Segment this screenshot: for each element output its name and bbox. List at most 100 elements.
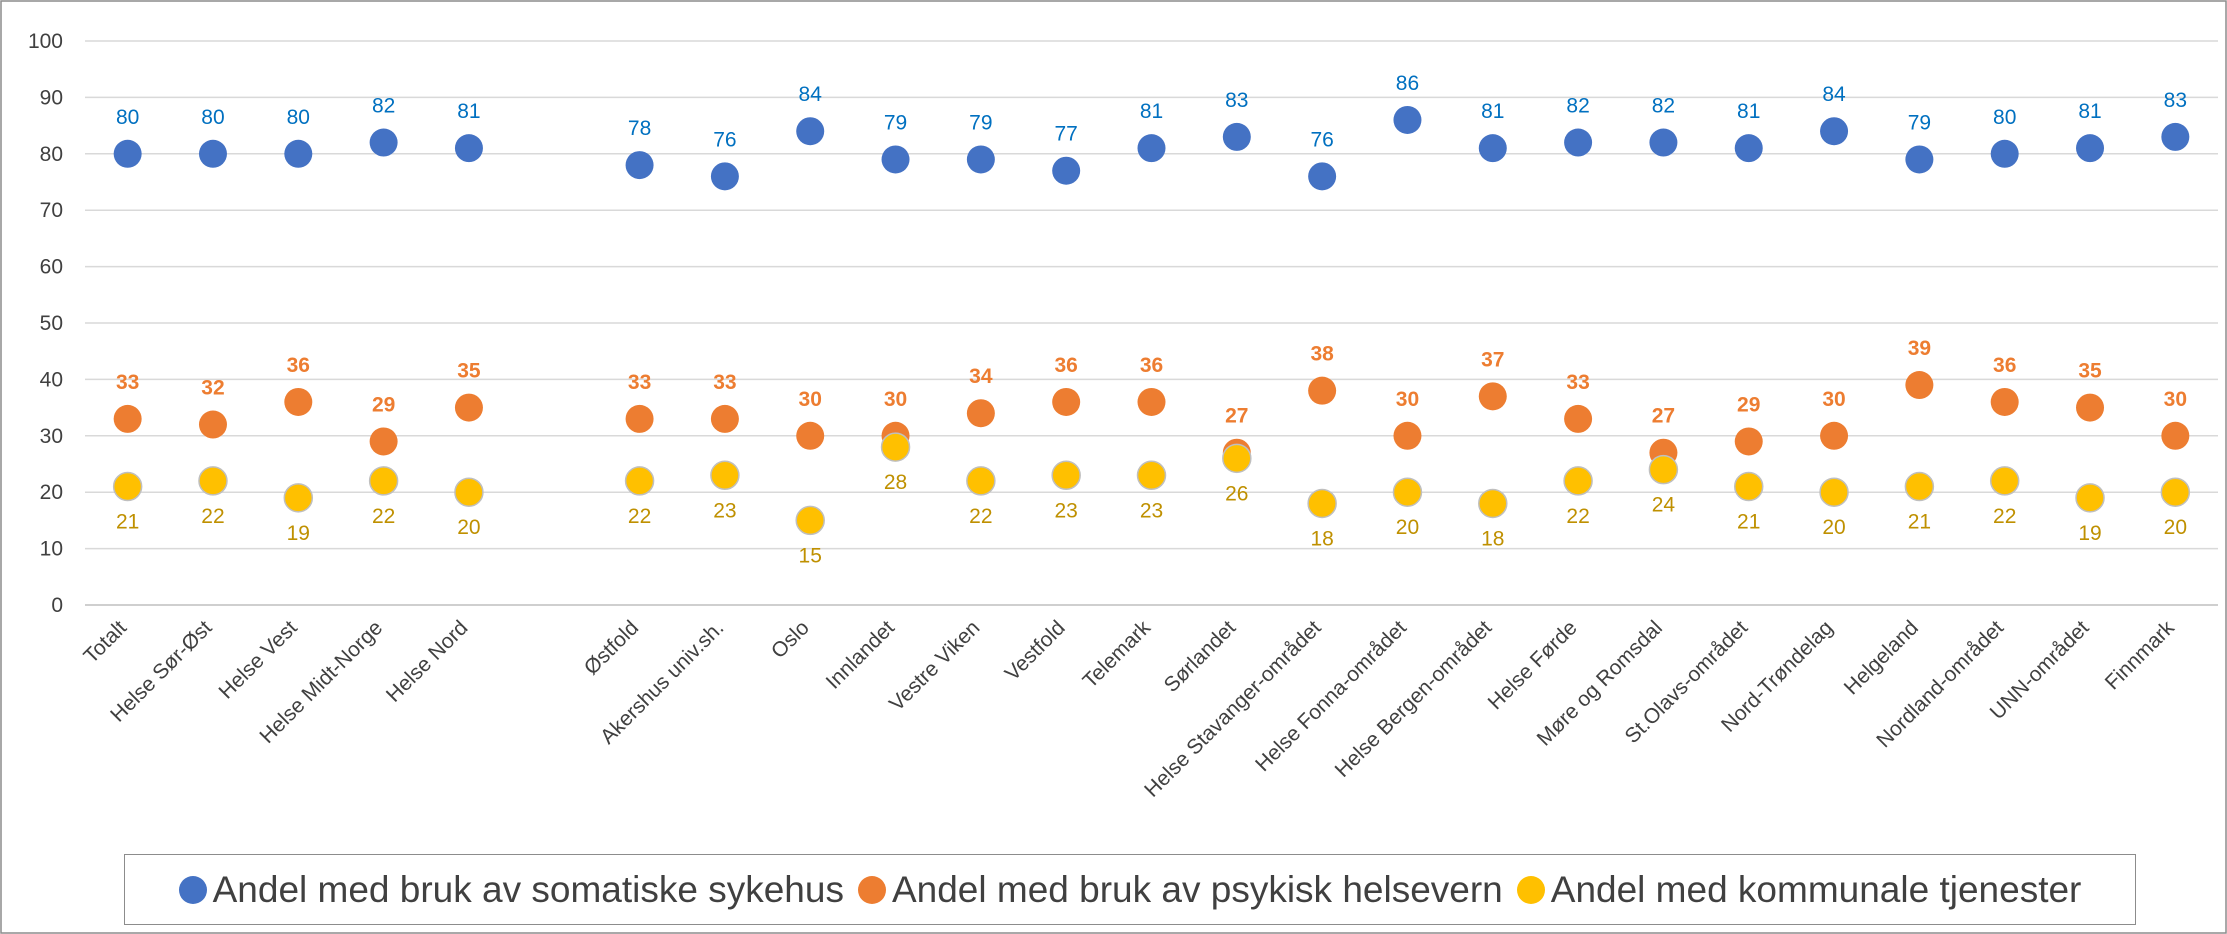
data-label: 80 (1993, 106, 2016, 129)
legend: Andel med bruk av somatiske sykehus Andel… (124, 854, 2136, 925)
marker (1734, 427, 1763, 456)
x-tick-label: Helse Vest (215, 616, 302, 703)
data-label: 21 (116, 511, 139, 534)
data-label: 23 (1140, 499, 1163, 522)
marker (1820, 117, 1849, 146)
data-label: 83 (1225, 89, 1248, 112)
data-label: 35 (457, 360, 481, 383)
data-label: 81 (1737, 100, 1760, 123)
data-label: 76 (1310, 128, 1333, 151)
y-tick-label: 90 (40, 86, 63, 109)
marker (1478, 488, 1508, 519)
data-label: 29 (1737, 393, 1760, 416)
marker (368, 466, 399, 496)
marker (112, 471, 143, 502)
legend-item: Andel med bruk av somatiske sykehus (178, 868, 844, 911)
marker (369, 128, 398, 157)
marker (1478, 134, 1507, 163)
data-label: 33 (1566, 371, 1589, 394)
marker (966, 399, 995, 428)
legend-label: Andel med bruk av psykisk helsevern (891, 868, 1503, 910)
legend-label: Andel med bruk av somatiske sykehus (212, 868, 844, 910)
marker (2161, 421, 2190, 450)
data-label: 82 (1566, 95, 1589, 118)
data-label: 34 (969, 365, 993, 388)
y-tick-label: 10 (40, 538, 63, 561)
data-label: 78 (628, 117, 651, 140)
data-label: 76 (713, 128, 736, 151)
data-label: 28 (884, 471, 907, 494)
data-label: 36 (287, 354, 310, 377)
marker (1052, 387, 1081, 416)
x-tick-label: Helse Fonna-området (1251, 616, 1411, 776)
data-label: 22 (1993, 505, 2016, 528)
data-label: 82 (372, 95, 395, 118)
data-label: 81 (2078, 100, 2101, 123)
marker (284, 387, 313, 416)
data-label: 36 (1055, 354, 1078, 377)
data-label: 22 (969, 505, 992, 528)
data-label: 21 (1737, 511, 1760, 534)
data-label: 19 (2078, 522, 2101, 545)
marker (710, 162, 739, 191)
x-tick-label: Vestre Viken (885, 616, 984, 715)
data-label: 19 (287, 522, 310, 545)
marker (198, 466, 228, 496)
marker (1478, 382, 1507, 411)
data-label: 15 (799, 544, 822, 567)
x-tick-label: Totalt (79, 616, 131, 668)
x-tick-label: Helgeland (1840, 616, 1923, 699)
marker (625, 404, 654, 433)
x-tick-label: Vestfold (1001, 616, 1070, 685)
data-label: 29 (372, 393, 395, 416)
data-label: 33 (628, 371, 651, 394)
marker (1137, 387, 1166, 416)
data-label: 32 (201, 377, 224, 400)
data-label: 22 (628, 505, 651, 528)
marker (1905, 145, 1934, 174)
data-label: 84 (799, 83, 823, 106)
legend-label: Andel med kommunale tjenester (1550, 868, 2082, 910)
marker (796, 421, 825, 450)
marker (454, 134, 483, 163)
y-tick-label: 60 (40, 256, 63, 279)
marker (1308, 376, 1337, 405)
marker (2076, 134, 2105, 163)
y-tick-label: 0 (51, 594, 63, 617)
data-label: 77 (1055, 123, 1078, 146)
marker (625, 151, 654, 180)
marker (1051, 460, 1081, 491)
x-tick-label: Innlandet (822, 616, 899, 693)
marker (710, 404, 739, 433)
marker (198, 410, 227, 439)
data-label: 86 (1396, 72, 1419, 95)
legend-marker (1516, 875, 1545, 904)
x-tick-label: Østfold (580, 616, 643, 679)
x-tick-label: Helse Nord (382, 616, 473, 707)
marker (283, 483, 314, 513)
marker (1137, 134, 1166, 163)
marker (1648, 454, 1679, 485)
data-label: 80 (287, 106, 310, 129)
data-label: 30 (884, 388, 907, 411)
data-label: 33 (116, 371, 139, 394)
marker (1989, 466, 2020, 496)
legend-marker (178, 875, 207, 904)
data-label: 30 (1396, 388, 1419, 411)
x-tick-label: Helse Bergen-området (1331, 616, 1497, 782)
data-label: 79 (1908, 111, 1931, 134)
marker (2076, 393, 2105, 422)
marker (1904, 471, 1935, 502)
y-tick-label: 20 (40, 481, 63, 504)
data-label: 23 (1055, 499, 1078, 522)
marker (2160, 477, 2191, 507)
data-label: 23 (713, 499, 736, 522)
marker (2161, 122, 2190, 151)
data-label: 79 (969, 111, 992, 134)
marker (880, 432, 911, 462)
legend-item: Andel med bruk av psykisk helsevern (857, 868, 1503, 911)
y-tick-label: 50 (40, 312, 63, 335)
